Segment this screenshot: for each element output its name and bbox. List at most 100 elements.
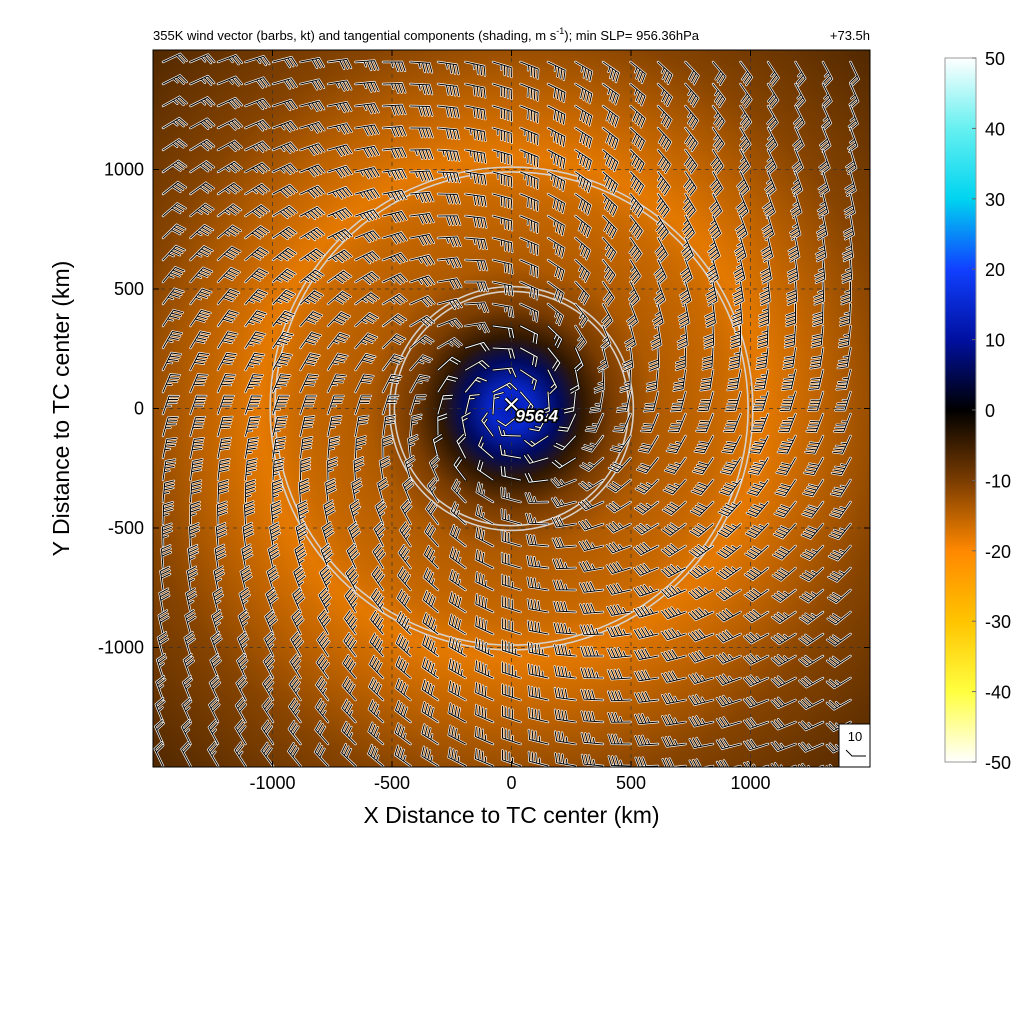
wind-barb (688, 715, 715, 728)
wind-barb (715, 587, 742, 602)
wind-barb (772, 544, 797, 561)
wind-barb (688, 628, 715, 643)
wind-barb (688, 565, 715, 580)
wind-barb (184, 609, 197, 636)
wind-barb (352, 456, 365, 482)
wind-barb (770, 718, 797, 731)
wind-barb (574, 258, 591, 283)
wind-barb (665, 434, 687, 454)
wind-barb (288, 697, 302, 724)
wind-barb (344, 587, 359, 614)
wind-barb (715, 716, 742, 729)
wind-barb (806, 390, 825, 412)
wind-barb (320, 543, 334, 570)
wind-barb (634, 478, 660, 495)
x-tick-label: 500 (616, 773, 646, 793)
wind-barb (161, 181, 187, 196)
wind-barb (830, 456, 852, 476)
wind-barb (491, 280, 514, 297)
wind-barb (789, 214, 802, 241)
wind-barb (354, 435, 367, 460)
wind-barb (715, 673, 742, 686)
wind-barb (158, 587, 171, 614)
wind-barb (578, 560, 605, 573)
wind-barb (189, 74, 216, 86)
wind-barb (765, 126, 778, 153)
wind-barb (721, 434, 742, 455)
wind-barb (409, 315, 436, 328)
wind-barb (409, 212, 435, 225)
wind-barb (629, 170, 645, 196)
wind-barb (447, 702, 467, 724)
wind-barb (629, 60, 647, 84)
wind-barb (553, 686, 577, 702)
y-axis-title: Y Distance to TC center (km) (48, 261, 74, 557)
wind-barb (682, 192, 697, 219)
wind-barb (645, 368, 660, 393)
wind-barb (271, 205, 298, 219)
wind-barb (394, 722, 412, 746)
wind-barb (154, 719, 165, 746)
wind-barb (726, 368, 742, 392)
wind-barb (188, 522, 200, 548)
wind-barb (292, 565, 307, 592)
wind-barb (436, 297, 463, 310)
wind-barb (821, 82, 833, 109)
wind-barb (264, 609, 278, 636)
wind-barb (745, 500, 770, 518)
wind-barb (436, 148, 461, 162)
wind-barb (739, 126, 752, 153)
wind-barb (661, 692, 687, 705)
wind-barb (476, 458, 495, 482)
wind-barb (552, 434, 577, 451)
wind-barb (370, 587, 385, 614)
wind-barb (436, 60, 460, 76)
wind-barb (326, 122, 353, 135)
wind-barb (830, 478, 852, 498)
wind-barb (394, 655, 412, 680)
wind-barb (829, 500, 852, 519)
wind-barb (770, 632, 797, 646)
wind-barb (825, 763, 852, 767)
wind-barb (447, 680, 467, 702)
wind-barb (299, 57, 325, 70)
colorbar-tick-label: 10 (985, 331, 1005, 351)
wind-barb (715, 608, 742, 623)
wind-barb (326, 435, 341, 460)
wind-barb (153, 741, 165, 767)
colorbar-tick-label: -30 (985, 612, 1011, 632)
colorbar-tick-label: -10 (985, 471, 1011, 491)
wind-barb (464, 236, 488, 251)
wind-barb (578, 539, 605, 552)
wind-barb (373, 521, 386, 548)
wind-barb (244, 415, 261, 438)
wind-barb (606, 647, 632, 660)
wind-barb (519, 214, 540, 234)
wind-barb (160, 544, 172, 570)
wind-barb (299, 142, 326, 156)
wind-barb (299, 206, 326, 220)
wind-barb (711, 82, 726, 109)
wind-barb (773, 500, 797, 519)
wind-barb (354, 208, 381, 222)
wind-barb (776, 434, 797, 455)
wind-barb (825, 676, 852, 690)
wind-barb (267, 543, 281, 570)
wind-barb (640, 412, 660, 433)
wind-barb (189, 415, 207, 438)
wind-barb (244, 457, 258, 482)
wind-barb (474, 571, 495, 592)
wind-barb (743, 738, 770, 751)
wind-barb (189, 117, 216, 130)
wind-barb (553, 708, 577, 724)
wind-barb (187, 543, 199, 570)
wind-barb (234, 697, 248, 724)
wind-barb (354, 229, 381, 244)
wind-barb (633, 605, 660, 619)
wind-barb (715, 759, 742, 767)
y-tick-label: -500 (108, 518, 144, 538)
wind-barb (501, 705, 522, 724)
wind-barb (580, 667, 605, 680)
wind-barb (601, 214, 618, 240)
